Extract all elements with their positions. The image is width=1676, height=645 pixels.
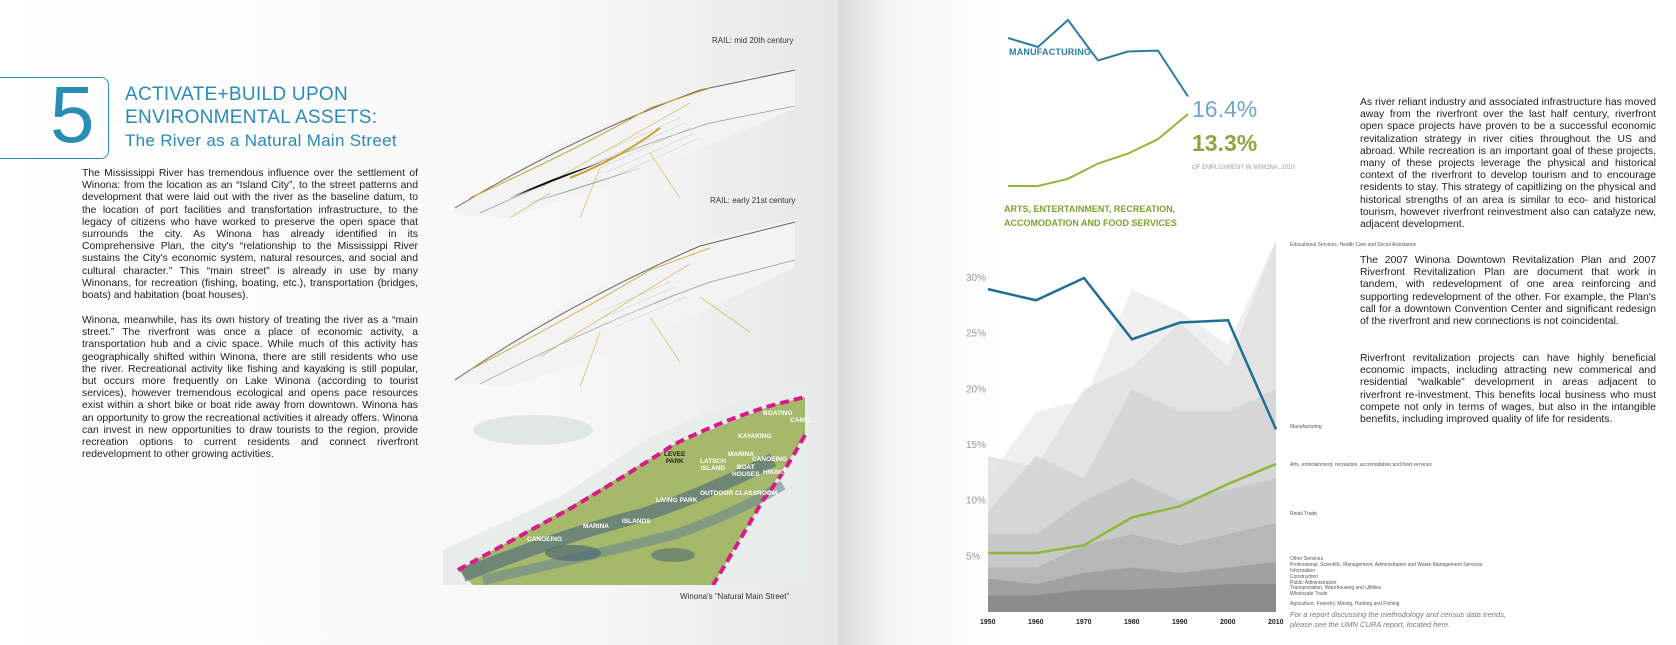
chapter-number: 5	[50, 70, 95, 159]
x-tick-label: 1990	[1172, 619, 1188, 626]
manufacturing-series-line	[987, 276, 1278, 430]
map-caption: Winona's “Natural Main Street”	[680, 592, 790, 601]
y-tick-label: 15%	[966, 440, 986, 451]
sector-band	[988, 584, 1276, 612]
y-tick-label: 20%	[966, 384, 986, 395]
inset-manufacturing-label: MANUFACTURING	[1009, 47, 1092, 57]
manufacturing-percent: 16.4%	[1192, 96, 1258, 122]
x-tick-label: 2010	[1268, 619, 1284, 626]
arts-label-line-2: ACCOMODATION AND FOOD SERVICES	[1004, 218, 1177, 228]
sector-label-agriculture: Agriculture, Forestry, Mining, Hunting a…	[1290, 601, 1400, 607]
title-line-1: ACTIVATE+BUILD UPON	[125, 84, 349, 105]
map-label-marina-2: MARINA	[583, 523, 609, 530]
x-tick-label: 1950	[980, 619, 996, 626]
x-tick-label: 1980	[1124, 619, 1140, 626]
right-paragraph-1: As river reliant industry and associated…	[1360, 97, 1656, 231]
inset-arts-line	[1008, 113, 1189, 187]
x-tick-label: 1960	[1028, 619, 1044, 626]
sector-label-wholesale: Wholesale Trade	[1290, 591, 1328, 597]
inset-manufacturing-line	[1007, 18, 1189, 98]
chart-note-line-1: For a report discussing the methodology …	[1290, 610, 1506, 619]
rail-diagram-mid-20th	[450, 68, 796, 218]
inset-chart	[1007, 18, 1189, 187]
employment-chart: 5% 10% 15% 20% 25% 30% 1950 1960 1970 1980 1990 20…	[966, 240, 1284, 626]
sector-label-public-admin: Public Administration	[1290, 580, 1337, 586]
sector-label-transportation: Transportation, Warehousing and Utilitie…	[1290, 585, 1382, 591]
sector-label-other: Other Services	[1290, 556, 1324, 562]
sector-label-professional: Professional, Scientific, Management, Ad…	[1290, 562, 1483, 568]
arts-percent: 13.3%	[1192, 130, 1258, 156]
map-label-boating: BOATING	[763, 410, 793, 417]
inset-arts-label: ARTS, ENTERTAINMENT, RECREATION, ACCOMOD…	[1004, 202, 1177, 230]
percent-note: OF EMPLOYMENT IN WINONA, 2010	[1192, 165, 1295, 171]
map-label-marina-1: MARINA	[728, 451, 754, 458]
sector-areas	[988, 240, 1276, 612]
sector-label-education: Educational Services, Health Care and So…	[1290, 242, 1417, 248]
left-paragraph-2: Winona, meanwhile, has its own history o…	[82, 315, 418, 461]
rail-label-mid-20th: RAIL: mid 20th century	[712, 36, 794, 45]
chart-note-line-2: please see the UMN CURA report, located …	[1290, 620, 1451, 629]
y-tick-label: 5%	[966, 551, 981, 562]
arts-label-line-1: ARTS, ENTERTAINMENT, RECREATION,	[1004, 204, 1176, 214]
chapter-subtitle: The River as a Natural Main Street	[125, 131, 397, 150]
chapter-title: ACTIVATE+BUILD UPON ENVIRONMENTAL ASSETS…	[125, 83, 397, 152]
rail-diagram-early-21st	[450, 220, 796, 387]
map-label-kayaking: KAYAKING	[738, 433, 772, 440]
map-label-canoeing-2: CANOEING	[527, 536, 563, 543]
title-line-2: ENVIRONMENTAL ASSETS:	[125, 107, 378, 128]
y-tick-label: 30%	[966, 273, 986, 284]
map-label-islands: ISLANDS	[622, 518, 651, 525]
x-axis: 1950 1960 1970 1980 1990 2000 2010	[980, 619, 1284, 626]
chapter-frame	[0, 77, 109, 159]
y-axis: 5% 10% 15% 20% 25% 30%	[966, 273, 986, 562]
arts-series-line	[988, 462, 1277, 555]
rail-label-early-21st: RAIL: early 21st century	[710, 196, 796, 205]
sector-label-arts: Arts, entertainment, recreation, accomod…	[1290, 462, 1432, 468]
right-paragraph-3: Riverfront revitalization projects can h…	[1360, 353, 1656, 426]
map-label-latsch-island: LATSCH ISLAND	[700, 458, 726, 472]
natural-main-street-map	[443, 385, 808, 585]
x-tick-label: 1970	[1076, 619, 1092, 626]
chart-note: For a report discussing the methodology …	[1290, 610, 1506, 630]
sector-label-retail: Retail Trade	[1290, 511, 1317, 517]
y-tick-label: 10%	[966, 496, 986, 507]
y-tick-label: 25%	[966, 329, 986, 340]
map-label-camping: CAMPI...	[790, 417, 817, 424]
sector-label-manufacturing: Manufacturing	[1290, 424, 1322, 430]
x-tick-label: 2000	[1220, 619, 1236, 626]
map-label-levee-park: LEVEE PARK	[664, 451, 686, 465]
right-paragraph-2: The 2007 Winona Downtown Revitalization …	[1360, 255, 1656, 328]
map-label-canoeing-1: CANOEING	[752, 456, 788, 463]
map-label-outdoor-classroom: OUTDOOR CLASSROOM	[700, 490, 778, 497]
map-label-living-park: LIVING PARK	[656, 497, 698, 504]
left-paragraph-1: The Mississippi River has tremendous inf…	[82, 168, 418, 302]
sector-label-information: Information	[1290, 568, 1316, 574]
map-label-hiking: HIKING	[763, 469, 786, 476]
sector-label-construction: Construction	[1290, 574, 1319, 580]
map-label-boat-houses: BOAT HOUSES	[732, 464, 760, 478]
